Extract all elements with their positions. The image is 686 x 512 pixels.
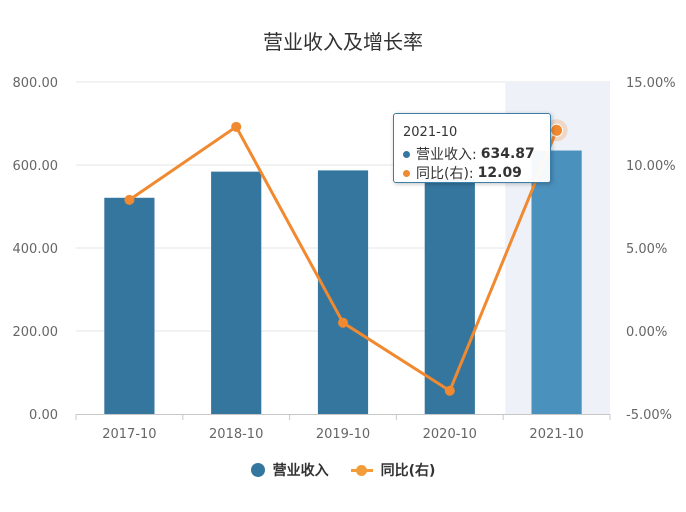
legend-item-yoy[interactable]: 同比(右): [350, 460, 436, 480]
axes: [75, 414, 611, 420]
line-series: [124, 119, 568, 396]
tooltip-category: 2021-10: [403, 125, 458, 140]
y-right-tick-label: 0.00%: [626, 325, 667, 340]
y-right-tick-label: 10.00%: [626, 159, 676, 174]
legend-line-marker-icon: [350, 463, 373, 477]
tooltip-bar-row: 营业收入: 634.87: [403, 144, 535, 164]
tooltip-line-label: 同比(右):: [416, 166, 474, 182]
bar-2017-10[interactable]: [104, 197, 155, 414]
x-tick-label: 2020-10: [423, 427, 477, 442]
chart-title: 营业收入及增长率: [263, 30, 423, 54]
y-right-tick-label: 15.00%: [626, 76, 676, 91]
y-left-tick-label: 800.00: [13, 76, 59, 91]
y-left-tick-label: 600.00: [13, 159, 59, 174]
tooltip: 2021-10 营业收入: 634.87 同比(右): 12.09: [393, 113, 551, 183]
yoy-point-2021-10[interactable]: [550, 123, 564, 137]
legend-line-label: 同比(右): [380, 463, 436, 479]
x-tick-label: 2021-10: [529, 427, 583, 442]
tooltip-bar-dot-icon: [403, 150, 410, 158]
bar-2018-10[interactable]: [211, 171, 262, 414]
yoy-point-2019-10[interactable]: [338, 317, 348, 328]
y-right-tick-label: 5.00%: [626, 242, 667, 257]
x-tick-label: 2018-10: [209, 427, 263, 442]
tick-labels: 0.00 200.00 400.00 600.00 800.00 -5.00% 0.00% 5…: [13, 76, 676, 442]
tooltip-line-row: 同比(右): 12.09: [403, 163, 522, 183]
yoy-point-2018-10[interactable]: [231, 121, 242, 132]
x-tick-label: 2017-10: [102, 427, 156, 442]
y-left-tick-label: 200.00: [13, 325, 59, 340]
legend-item-revenue[interactable]: 营业收入: [250, 460, 329, 480]
tooltip-bar-label: 营业收入:: [416, 147, 477, 163]
legend-bar-label: 营业收入: [272, 463, 329, 479]
bar-series: [104, 150, 582, 415]
tooltip-line-value: 12.09: [477, 165, 522, 181]
legend-bar-dot-icon: [250, 463, 265, 477]
y-left-tick-label: 0.00: [29, 408, 58, 423]
legend: 营业收入 同比(右): [0, 460, 686, 480]
tooltip-bar-value: 634.87: [480, 146, 535, 162]
bar-2020-10[interactable]: [424, 179, 475, 414]
yoy-point-2017-10[interactable]: [124, 194, 135, 205]
y-left-tick-label: 400.00: [13, 242, 59, 257]
y-right-tick-label: -5.00%: [626, 408, 672, 423]
x-tick-label: 2019-10: [316, 427, 370, 442]
bar-2021-10[interactable]: [531, 150, 582, 415]
tooltip-line-dot-icon: [403, 169, 410, 177]
yoy-point-2020-10[interactable]: [444, 385, 455, 396]
